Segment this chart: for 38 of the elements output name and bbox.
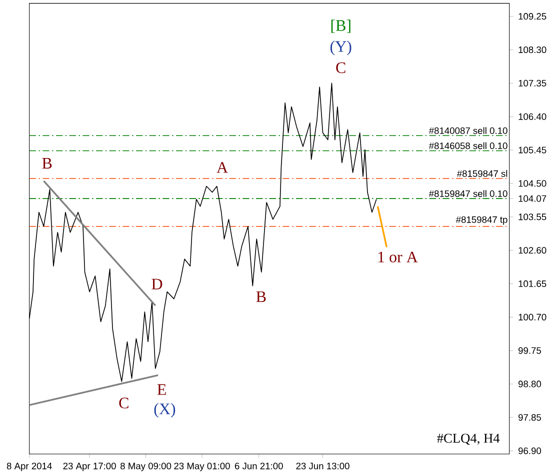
y-tick-label: 108.30 — [518, 46, 546, 54]
x-tick-label: 23 May 01:00 — [174, 462, 230, 472]
annotation: D — [152, 278, 162, 290]
ref-line-label: #8140087 sell 0.10 — [428, 127, 508, 134]
annotation: C — [336, 62, 346, 74]
y-tick-label: 97.85 — [518, 414, 541, 421]
annotation: 1 or A — [378, 252, 418, 262]
annotation: C — [119, 398, 128, 408]
ref-line-label: #8159847 tp — [456, 216, 508, 225]
y-tick-label: 98.80 — [518, 380, 542, 388]
y-tick-label: 104.07 — [518, 195, 546, 202]
annotation: #CLQ4, H4 — [437, 434, 500, 445]
annotation: B — [256, 291, 266, 302]
x-tick-label: 8 May 09:00 — [120, 462, 172, 472]
x-tick-label: 6 Jun 21:00 — [234, 462, 283, 470]
ref-line-label: #8159847 sell 0.10 — [428, 190, 508, 197]
y-tick-label: 103.55 — [518, 214, 546, 220]
ref-line-label: #8146058 sell 0.10 — [428, 142, 508, 150]
y-tick-label: 96.90 — [518, 448, 542, 454]
y-tick-label: 104.50 — [518, 180, 546, 187]
y-tick-label: 109.25 — [518, 13, 546, 20]
y-tick-label: 100.70 — [518, 314, 546, 320]
annotation: (Y) — [330, 40, 352, 56]
y-tick-label: 106.40 — [518, 113, 546, 120]
x-tick-label: 23 Jun 13:00 — [296, 462, 350, 470]
annotation: E — [157, 384, 166, 395]
y-tick-label: 101.65 — [518, 280, 546, 288]
annotation: A — [216, 162, 228, 173]
y-tick-label: 105.45 — [518, 146, 546, 154]
x-tick-label: 8 Apr 2014 — [6, 462, 52, 472]
x-tick-label: 23 Apr 17:00 — [63, 462, 116, 472]
ref-line-label: #8159847 sl — [456, 170, 508, 177]
y-tick-label: 99.75 — [518, 347, 541, 354]
y-tick-label: 102.60 — [518, 247, 546, 254]
annotation: [B] — [331, 20, 350, 33]
y-tick-label: 107.35 — [518, 80, 546, 86]
annotation: (X) — [154, 403, 176, 418]
annotation: B — [42, 158, 52, 169]
